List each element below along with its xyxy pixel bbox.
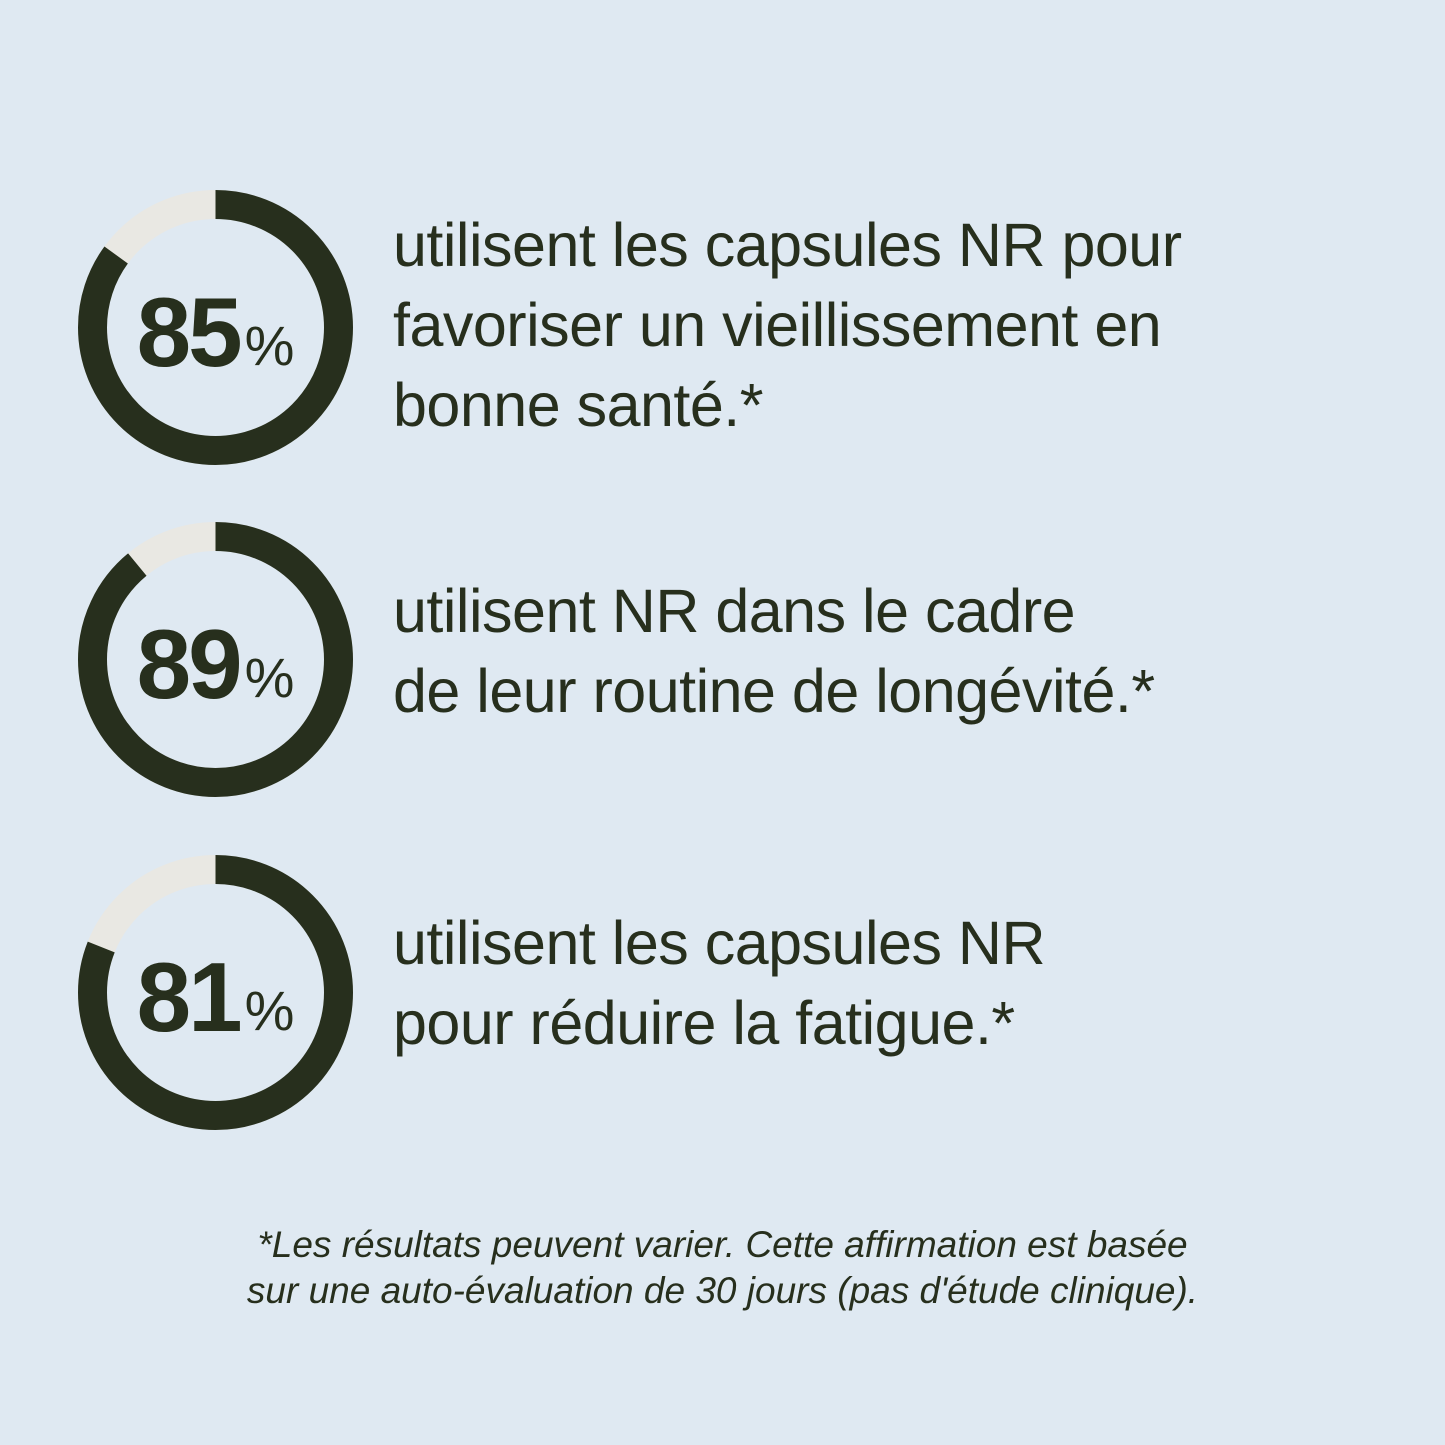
stat-description-line: utilisent les capsules NR pour — [393, 211, 1182, 279]
donut-chart-icon — [78, 855, 353, 1130]
stat-description: utilisent les capsules NR pour réduire l… — [393, 903, 1385, 1063]
footnote: *Les résultats peuvent varier. Cette aff… — [60, 1222, 1385, 1314]
stat-value: 81 — [136, 941, 243, 1052]
stat-description-line: favoriser un vieillissement en — [393, 291, 1162, 359]
stat-description-line: de leur routine de longévité.* — [393, 657, 1155, 725]
stat-description-line: pour réduire la fatigue.* — [393, 989, 1015, 1057]
stat-label: 89 % — [78, 522, 353, 797]
stat-label: 85 % — [78, 190, 353, 465]
stat-description-line: bonne santé.* — [393, 371, 763, 439]
stat-description-line: utilisent les capsules NR — [393, 909, 1046, 977]
stat-description-line: utilisent NR dans le cadre — [393, 577, 1076, 645]
ring-progress-arc — [78, 190, 353, 465]
donut-ring-81: 81 % — [78, 855, 353, 1130]
percent-sign: % — [244, 313, 295, 377]
stat-label: 81 % — [78, 855, 353, 1130]
footnote-line: sur une auto-évaluation de 30 jours (pas… — [246, 1270, 1199, 1311]
stat-description: utilisent NR dans le cadre de leur routi… — [393, 571, 1385, 731]
footnote-line: *Les résultats peuvent varier. Cette aff… — [257, 1224, 1188, 1265]
donut-chart-icon — [78, 522, 353, 797]
stat-value: 89 — [136, 608, 243, 719]
ring-progress-arc — [78, 855, 353, 1130]
donut-chart-icon — [78, 190, 353, 465]
percent-sign: % — [244, 978, 295, 1042]
donut-ring-85: 85 % — [78, 190, 353, 465]
stat-description: utilisent les capsules NR pour favoriser… — [393, 205, 1385, 445]
stat-value: 85 — [136, 276, 243, 387]
donut-ring-89: 89 % — [78, 522, 353, 797]
percent-sign: % — [244, 645, 295, 709]
ring-progress-arc — [78, 522, 353, 797]
